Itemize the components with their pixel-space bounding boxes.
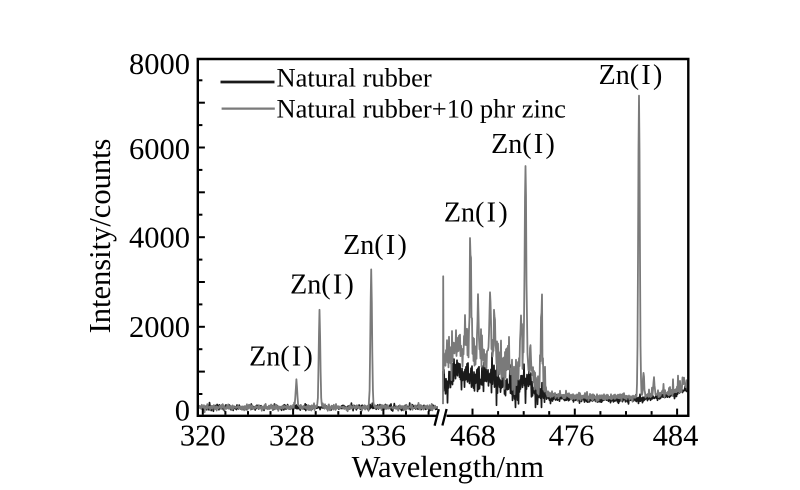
svg-text:Zn( I ): Zn( I ) [599, 60, 663, 91]
svg-text:484: 484 [653, 419, 699, 453]
svg-text:Zn( I ): Zn( I ) [491, 129, 555, 160]
svg-text:Natural rubber: Natural rubber [277, 63, 432, 93]
svg-text:6000: 6000 [129, 132, 190, 166]
svg-text:0: 0 [175, 394, 190, 428]
svg-text:Zn( I ): Zn( I ) [343, 230, 407, 261]
svg-text:Zn( I ): Zn( I ) [444, 198, 508, 229]
svg-text:Zn( I ): Zn( I ) [290, 270, 354, 301]
svg-text:468: 468 [450, 419, 496, 453]
svg-text:Natural rubber+10 phr zinc: Natural rubber+10 phr zinc [277, 94, 566, 124]
svg-text:Zn( I ): Zn( I ) [249, 342, 313, 373]
svg-text:4000: 4000 [129, 220, 190, 254]
svg-text:2000: 2000 [129, 310, 190, 344]
svg-text:320: 320 [180, 419, 226, 453]
svg-text:Wavelength/nm: Wavelength/nm [352, 450, 545, 484]
svg-text:8000: 8000 [129, 47, 190, 81]
svg-text:476: 476 [549, 419, 595, 453]
svg-text:328: 328 [269, 419, 315, 453]
svg-text:Intensity/counts: Intensity/counts [83, 139, 117, 334]
svg-text:336: 336 [360, 419, 406, 453]
